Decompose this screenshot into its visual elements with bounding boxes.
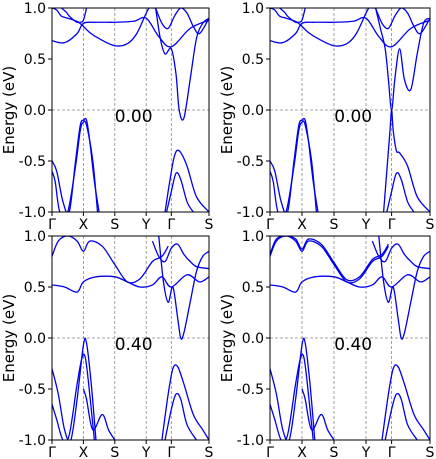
band-line-1: [270, 16, 430, 48]
panel-annotation: 0.00: [115, 107, 153, 127]
band-line-8: [301, 388, 335, 440]
x-tick-label: Γ: [167, 445, 175, 459]
y-tick-label: 1.0: [24, 1, 46, 17]
x-tick-label: X: [297, 217, 307, 233]
band-line-8: [164, 149, 209, 212]
x-tick-label: Y: [141, 217, 151, 233]
band-line-1: [270, 274, 430, 293]
y-tick-label: -1.0: [19, 205, 46, 221]
x-tick-label: S: [110, 217, 119, 233]
y-tick-label: -1.0: [19, 433, 46, 449]
band-line-4: [158, 236, 209, 340]
y-tick-label: -0.5: [237, 382, 264, 398]
band-line-5: [155, 8, 209, 35]
band-line-4: [154, 8, 209, 121]
band-line-6: [270, 337, 316, 440]
y-tick-label: 0.5: [242, 52, 264, 68]
y-tick-label: 0.0: [24, 103, 46, 119]
y-axis-label: Energy (eV): [218, 294, 236, 382]
panel-annotation: 0.40: [334, 335, 372, 355]
band-line-2: [52, 8, 156, 47]
bands-group: [52, 236, 209, 440]
band-line-3: [279, 8, 306, 24]
x-tick-label: S: [330, 217, 339, 233]
y-tick-label: -0.5: [19, 382, 46, 398]
x-tick-label: S: [426, 217, 435, 233]
x-tick-label: X: [79, 217, 89, 233]
y-tick-label: 0.0: [24, 331, 46, 347]
bands-group: [270, 236, 430, 440]
band-line-9: [386, 172, 415, 212]
band-line-5: [52, 337, 97, 440]
band-line-7: [270, 353, 314, 440]
panel-annotation: 0.00: [334, 107, 372, 127]
y-tick-label: 0.0: [242, 103, 264, 119]
y-tick-label: 1.0: [242, 1, 264, 17]
x-tick-label: Γ: [266, 217, 274, 233]
band-line-8: [382, 109, 430, 212]
band-line-7: [270, 120, 318, 212]
x-tick-label: Y: [361, 445, 371, 459]
y-tick-label: -1.0: [237, 205, 264, 221]
x-tick-label: Γ: [388, 445, 396, 459]
band-line-3: [270, 236, 389, 282]
x-tick-label: X: [79, 445, 89, 459]
x-tick-label: Γ: [48, 445, 56, 459]
x-tick-label: S: [205, 445, 214, 459]
x-tick-label: Γ: [48, 217, 56, 233]
band-line-2: [52, 236, 169, 284]
band-line-4: [374, 8, 430, 111]
band-line-7: [52, 120, 99, 212]
band-line-7: [82, 388, 116, 440]
band-line-10: [384, 392, 418, 440]
y-tick-label: 0.5: [24, 280, 46, 296]
x-tick-label: S: [426, 445, 435, 459]
y-tick-label: 1.0: [24, 229, 46, 245]
y-tick-label: -0.5: [19, 154, 46, 170]
y-axis-label: Energy (eV): [218, 66, 236, 154]
x-tick-label: S: [110, 445, 119, 459]
y-axis-label: Energy (eV): [0, 66, 18, 154]
y-tick-label: -0.5: [237, 154, 264, 170]
bands-group: [52, 8, 209, 212]
band-line-2: [270, 8, 376, 47]
x-tick-label: S: [205, 217, 214, 233]
band-line-5: [374, 8, 430, 35]
y-tick-label: 0.5: [24, 52, 46, 68]
band-line-1: [52, 274, 209, 293]
x-tick-label: Γ: [167, 217, 175, 233]
band-line-9: [165, 172, 194, 212]
x-tick-label: X: [297, 445, 307, 459]
panel-annotation: 0.40: [115, 335, 153, 355]
band-line-6: [52, 353, 96, 440]
x-tick-label: Γ: [266, 445, 274, 459]
x-tick-label: S: [330, 445, 339, 459]
y-tick-label: -1.0: [237, 433, 264, 449]
y-tick-label: 1.0: [242, 229, 264, 245]
band-line-1: [52, 16, 209, 48]
y-tick-label: 0.5: [242, 280, 264, 296]
y-axis-label: Energy (eV): [0, 294, 18, 382]
bands-group: [270, 8, 430, 212]
band-line-9: [164, 392, 197, 440]
band-line-3: [60, 8, 88, 24]
band-line-9: [381, 364, 430, 440]
band-line-8: [161, 364, 209, 440]
band-line-5: [378, 236, 430, 340]
x-tick-label: Γ: [388, 217, 396, 233]
band-line-2: [270, 236, 389, 284]
x-tick-label: Y: [141, 445, 151, 459]
x-tick-label: Y: [361, 217, 371, 233]
y-tick-label: 0.0: [242, 331, 264, 347]
